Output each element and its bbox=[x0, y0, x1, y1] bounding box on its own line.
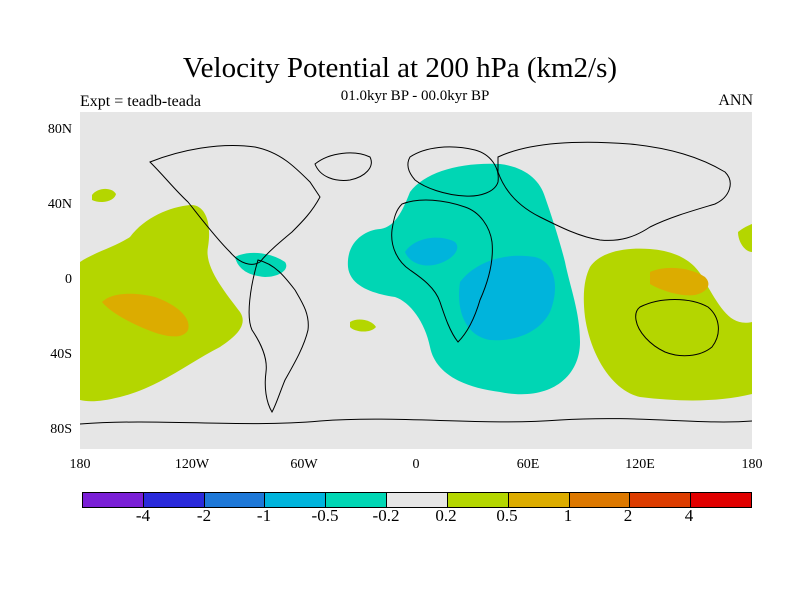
colorbar-label: -2 bbox=[196, 506, 212, 525]
colorbar-label: -4 bbox=[135, 506, 151, 525]
lon-label-60e: 60E bbox=[516, 457, 540, 472]
experiment-label: Expt = teadb-teada bbox=[80, 93, 201, 110]
lon-label-60w: 60W bbox=[290, 457, 318, 472]
colorbar-cell bbox=[447, 493, 509, 507]
coastlines bbox=[79, 141, 753, 425]
colorbar-cell bbox=[508, 493, 570, 507]
contour-positive-north-pacific-blob bbox=[92, 188, 116, 202]
colorbar-label: 0.2 bbox=[435, 506, 457, 525]
colorbar-cell bbox=[143, 493, 205, 507]
colorbar-cell bbox=[691, 493, 751, 507]
colorbar-label: 4 bbox=[684, 506, 694, 525]
colorbar-cell bbox=[326, 493, 388, 507]
colorbar-label: -1 bbox=[256, 506, 272, 525]
contour-positive-west-pacific bbox=[583, 248, 752, 401]
lon-label-120e: 120E bbox=[625, 457, 655, 472]
map-subtitle: 01.0kyr BP - 00.0kyr BP bbox=[340, 88, 490, 104]
lat-label-eq: 0 bbox=[65, 272, 72, 287]
lat-label-80n: 80N bbox=[47, 122, 72, 137]
colorbar-cell bbox=[204, 493, 266, 507]
lon-label-180w: 180 bbox=[69, 457, 91, 472]
lat-label-80s: 80S bbox=[50, 422, 72, 437]
colorbar-label: -0.2 bbox=[372, 506, 400, 525]
colorbar-cell bbox=[265, 493, 327, 507]
contour-positive-dateline-edge bbox=[738, 224, 752, 252]
period-label: ANN bbox=[718, 92, 753, 109]
contour-negative-core-west-africa bbox=[405, 237, 458, 266]
colorbar-label: -0.5 bbox=[311, 506, 339, 525]
colorbar-label: 1 bbox=[563, 506, 573, 525]
map-title: Velocity Potential at 200 hPa (km2/s) bbox=[182, 52, 618, 84]
contour-moderate-central-pacific bbox=[102, 293, 189, 337]
contour-positive-south-atlantic-blob bbox=[350, 319, 376, 332]
colorbar-cell bbox=[387, 493, 448, 507]
contour-negative-caribbean bbox=[235, 252, 287, 277]
colorbar-label: 2 bbox=[623, 506, 633, 525]
colorbar-label: 0.5 bbox=[496, 506, 518, 525]
map-svg bbox=[79, 112, 753, 449]
lon-label-0: 0 bbox=[412, 457, 420, 472]
lat-label-40s: 40S bbox=[50, 347, 72, 362]
colorbar-cell bbox=[83, 493, 144, 507]
map-panel bbox=[79, 112, 753, 449]
lon-label-180e: 180 bbox=[741, 457, 763, 472]
colorbar-cell bbox=[569, 493, 631, 507]
lon-label-120w: 120W bbox=[174, 457, 210, 472]
colorbar bbox=[82, 492, 752, 508]
colorbar-cell bbox=[630, 493, 692, 507]
contour-moderate-maritime-continent bbox=[650, 267, 709, 296]
contour-negative-core-east-africa bbox=[459, 255, 555, 341]
lat-label-40n: 40N bbox=[47, 197, 72, 212]
